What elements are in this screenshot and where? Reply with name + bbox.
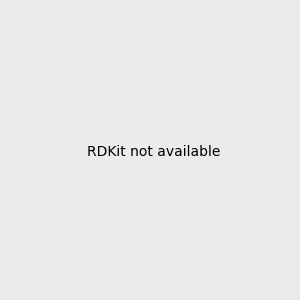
Text: RDKit not available: RDKit not available	[87, 145, 220, 158]
